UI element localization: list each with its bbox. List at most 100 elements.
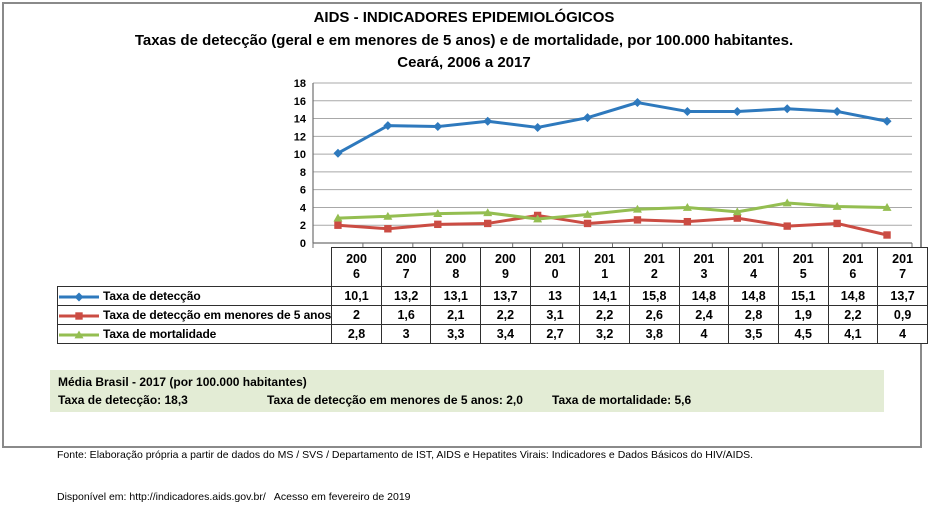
triangle-legend-key-icon: [59, 330, 99, 339]
series-line: [337, 213, 888, 237]
y-axis-tick-label: 6: [300, 185, 306, 197]
chart-title-line2: Taxas de detecção (geral e em menores de…: [134, 31, 794, 49]
diamond-marker-icon: [832, 106, 842, 116]
diamond-marker-icon: [74, 292, 84, 302]
square-marker-icon: [334, 221, 342, 229]
y-axis-tick-label: 14: [294, 114, 307, 126]
value-cell: 2,2: [579, 305, 630, 325]
media-item-value: 5,6: [674, 393, 692, 407]
value-cell: 3,8: [629, 324, 680, 344]
square-marker-icon: [733, 214, 741, 222]
year-header-cell: 200 8: [430, 247, 482, 287]
value-cell: 13,1: [430, 286, 482, 306]
square-marker-icon: [883, 231, 891, 239]
triangle-marker-icon: [583, 210, 593, 218]
media-item-label: Taxa de detecção:: [58, 393, 162, 407]
chart-title-block: AIDS - INDICADORES EPIDEMIOLÓGICOS Taxas…: [0, 7, 928, 75]
y-axis-tick-label: 18: [294, 78, 306, 90]
line-chart: 0 2 4 6 8 10 12 14 16 18: [294, 78, 913, 248]
media-item-label: Taxa de mortalidade:: [552, 393, 672, 407]
value-cell: 14,1: [579, 286, 630, 306]
y-axis-tick-label: 10: [294, 149, 306, 161]
chart-title-line1: AIDS - INDICADORES EPIDEMIOLÓGICOS: [313, 9, 615, 26]
triangle-marker-icon: [782, 198, 792, 207]
legend-column-spacer: [58, 248, 332, 287]
value-cell: 3: [380, 324, 432, 344]
year-header-cell: 200 7: [380, 247, 432, 287]
media-brasil-box: Média Brasil - 2017 (por 100.000 habitan…: [50, 370, 884, 412]
media-item-menores5: Taxa de detecção em menores de 5 anos: 2…: [267, 393, 523, 407]
value-cell: 2: [331, 305, 382, 325]
triangle-marker-icon: [433, 209, 443, 218]
triangle-marker-icon: [533, 214, 543, 223]
year-header-cell: 201 4: [728, 247, 779, 287]
value-cell: 3,5: [728, 324, 779, 344]
triangle-marker-icon: [74, 330, 84, 339]
triangle-marker-icon: [832, 202, 842, 210]
value-cell: 2,6: [629, 305, 680, 325]
source-line: Fonte: Elaboração própria a partir de da…: [57, 449, 754, 461]
triangle-marker-icon: [383, 211, 393, 220]
diamond-marker-icon: [433, 122, 443, 132]
value-cell: 13,7: [480, 286, 531, 306]
value-cell: 2,8: [728, 305, 779, 325]
year-header-cell: 201 1: [579, 247, 630, 287]
square-legend-key-icon: [59, 312, 99, 320]
year-header-cell: 200 9: [480, 247, 531, 287]
triangle-marker-icon: [682, 202, 692, 211]
value-cell: 2,8: [331, 324, 382, 344]
value-cell: 4,1: [827, 324, 879, 344]
value-cell: 2,2: [480, 305, 531, 325]
value-cell: 1,9: [777, 305, 829, 325]
value-cell: 4: [877, 324, 928, 344]
legend-cell: Taxa de mortalidade: [56, 324, 333, 344]
data-table: 200 6 200 7 200 8 200 9 201 0 201 1 201 2 201 3 201 4 201 5…: [56, 247, 928, 344]
value-cell: 2,2: [827, 305, 879, 325]
square-marker-icon: [484, 219, 492, 228]
value-cell: 10,1: [331, 286, 382, 306]
year-header-cell: 200 6: [331, 247, 382, 287]
series-line: [337, 101, 888, 155]
year-header-cell: 201 6: [827, 247, 879, 287]
legend-cell: Taxa de detecção: [56, 286, 333, 306]
diamond-marker-icon: [483, 116, 493, 126]
year-header-cell: 201 3: [678, 247, 730, 287]
media-item-label: Taxa de detecção em menores de 5 anos:: [267, 393, 503, 407]
series-line: [337, 201, 888, 221]
diamond-marker-icon: [583, 113, 593, 123]
value-cell: 2,4: [678, 305, 730, 325]
media-brasil-heading: Média Brasil - 2017 (por 100.000 habitan…: [58, 375, 307, 389]
diamond-marker-icon: [333, 148, 343, 158]
square-marker-icon: [75, 312, 83, 320]
diamond-marker-icon: [533, 122, 543, 132]
media-item-value: 2,0: [506, 393, 523, 407]
value-cell: 4,5: [777, 324, 829, 344]
legend-label: Taxa de mortalidade: [103, 327, 217, 341]
diamond-legend-key-icon: [59, 292, 99, 302]
year-header-cell: 201 0: [529, 247, 581, 287]
square-marker-icon: [434, 220, 442, 229]
value-cell: 2,7: [529, 324, 581, 344]
year-header-cell: 201 5: [777, 247, 829, 287]
y-axis-tick-label: 2: [300, 220, 306, 232]
value-cell: 14,8: [827, 286, 879, 306]
legend-cell: Taxa de detecção em menores de 5 anos: [56, 305, 333, 325]
value-cell: 15,8: [629, 286, 680, 306]
legend-label: Taxa de detecção em menores de 5 anos: [103, 308, 332, 322]
square-marker-icon: [683, 217, 692, 226]
y-axis-tick-label: 8: [300, 167, 306, 179]
value-cell: 3,4: [480, 324, 531, 344]
diamond-marker-icon: [632, 98, 642, 108]
value-cell: 3,2: [579, 324, 630, 344]
media-item-deteccao: Taxa de detecção: 18,3: [58, 393, 188, 407]
triangle-marker-icon: [632, 204, 642, 213]
square-marker-icon: [384, 225, 392, 233]
value-cell: 3,1: [529, 305, 581, 325]
square-marker-icon: [583, 219, 592, 228]
diamond-marker-icon: [882, 116, 892, 126]
triangle-marker-icon: [483, 208, 493, 217]
triangle-marker-icon: [333, 213, 343, 222]
value-cell: 13: [529, 286, 581, 306]
availability-line: Disponível em: http://indicadores.aids.g…: [57, 491, 411, 503]
y-axis-tick-label: 16: [294, 96, 306, 108]
